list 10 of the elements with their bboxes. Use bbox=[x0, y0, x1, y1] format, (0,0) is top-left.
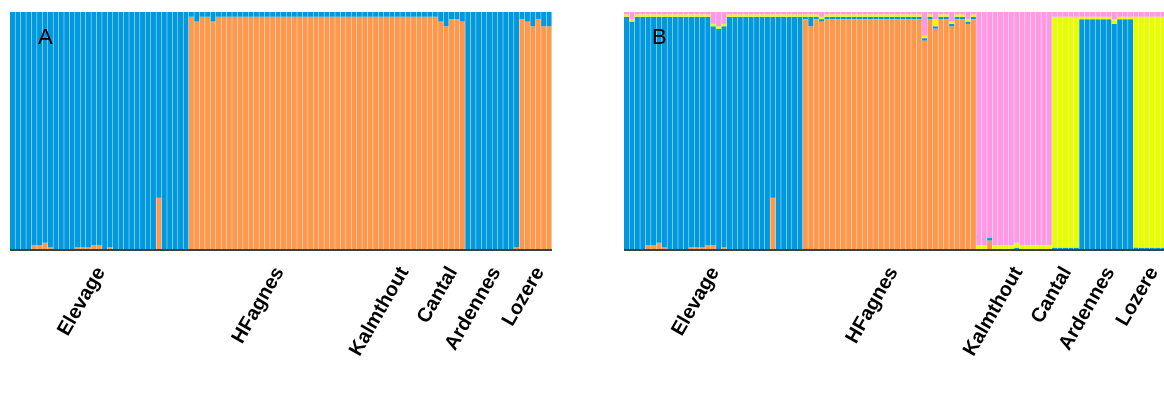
text: B bbox=[652, 24, 667, 49]
bar bbox=[932, 19, 938, 27]
bar bbox=[987, 240, 993, 250]
bar bbox=[629, 19, 635, 22]
bar bbox=[716, 26, 722, 29]
bar bbox=[932, 26, 938, 29]
bar bbox=[156, 197, 162, 250]
bar bbox=[1111, 19, 1117, 24]
text: A bbox=[38, 24, 53, 49]
bar bbox=[770, 197, 776, 250]
